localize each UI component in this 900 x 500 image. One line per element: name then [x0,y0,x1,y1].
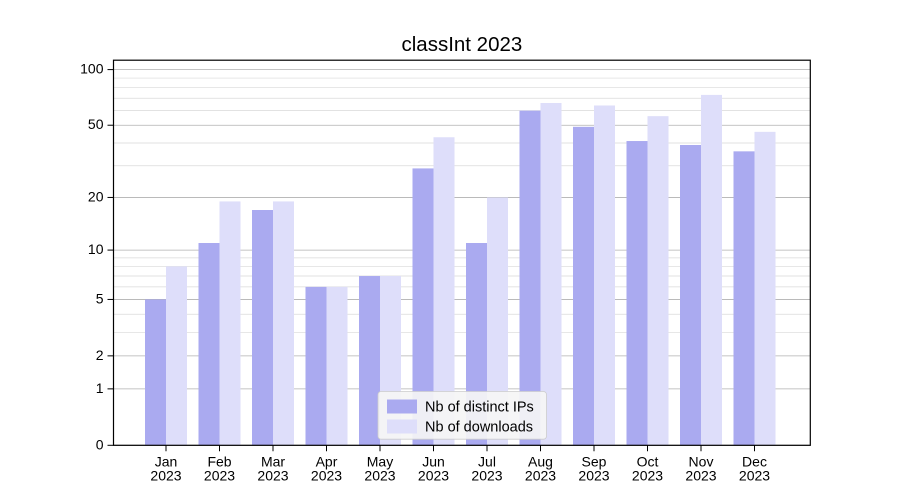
svg-text:2023: 2023 [311,467,342,483]
svg-text:2023: 2023 [364,467,395,483]
svg-text:Nb of downloads: Nb of downloads [425,420,533,436]
svg-text:50: 50 [88,116,104,132]
svg-text:Nb of distinct IPs: Nb of distinct IPs [425,400,534,416]
svg-text:2023: 2023 [471,467,502,483]
svg-text:0: 0 [96,436,104,452]
svg-text:5: 5 [96,290,104,306]
svg-text:2: 2 [96,347,104,363]
svg-text:10: 10 [88,241,104,257]
svg-text:classInt 2023: classInt 2023 [401,33,522,56]
svg-text:2023: 2023 [525,467,556,483]
svg-text:100: 100 [80,61,104,77]
svg-text:2023: 2023 [739,467,770,483]
svg-text:2023: 2023 [578,467,609,483]
svg-text:2023: 2023 [150,467,181,483]
svg-text:20: 20 [88,188,104,204]
svg-text:1: 1 [96,380,104,396]
svg-text:2023: 2023 [418,467,449,483]
svg-text:2023: 2023 [632,467,663,483]
svg-text:2023: 2023 [204,467,235,483]
svg-text:2023: 2023 [257,467,288,483]
svg-text:2023: 2023 [685,467,716,483]
